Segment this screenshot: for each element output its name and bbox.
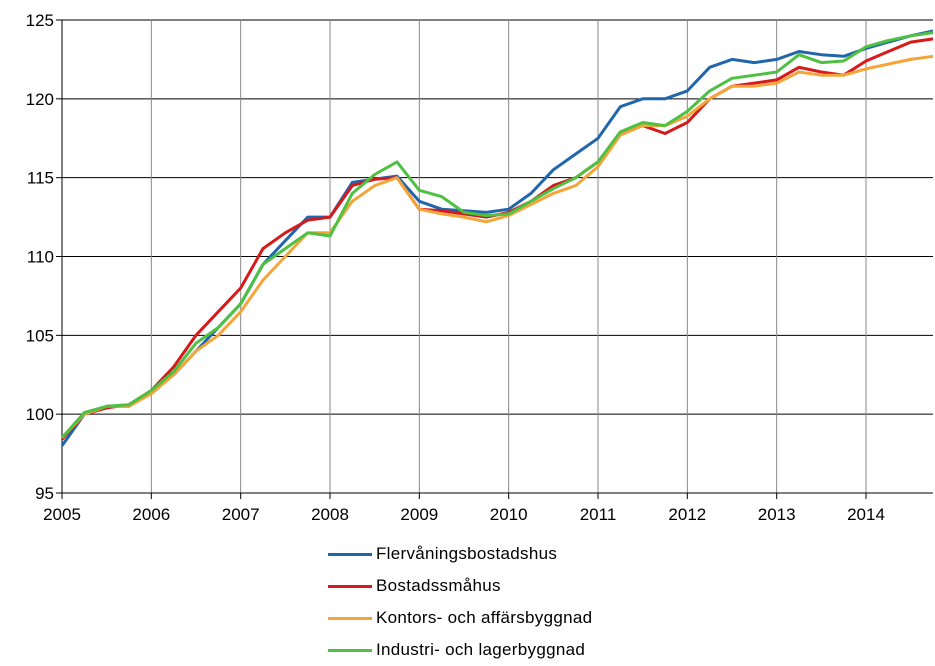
legend-swatch	[328, 648, 372, 652]
series-line-3	[60, 54, 934, 439]
series-line-1	[60, 29, 934, 447]
y-tick-label: 95	[35, 484, 54, 503]
x-tick-label: 2007	[222, 505, 260, 524]
legend-item-bostadssmahus: Bostadssmåhus	[328, 570, 592, 602]
y-tick-label: 105	[26, 326, 54, 345]
x-tick-label: 2008	[311, 505, 349, 524]
legend-label: Flervåningsbostadshus	[376, 544, 558, 563]
legend-item-flervaningsbostadshus: Flervåningsbostadshus	[328, 538, 592, 570]
y-tick-label: 125	[26, 11, 54, 30]
y-tick-label: 110	[27, 248, 54, 267]
x-tick-label: 2006	[132, 505, 170, 524]
series-lines	[60, 29, 934, 447]
legend-label: Industri- och lagerbyggnad	[376, 640, 586, 659]
x-tick-label: 2014	[847, 505, 885, 524]
grid-lines	[62, 19, 933, 493]
y-tick-label: 115	[27, 169, 54, 188]
x-tick-label: 2005	[43, 505, 81, 524]
tick-labels: 95 100 105 110 115 120 125 2005 2006 2007 2008 2009…	[26, 11, 885, 524]
series-line-4	[60, 31, 934, 439]
legend-item-kontors-och-affarsbyggnad: Kontors- och affärsbyggnad	[328, 602, 592, 634]
x-tick-label: 2010	[490, 505, 528, 524]
legend-swatch	[328, 616, 372, 620]
y-tick-label: 120	[26, 90, 54, 109]
x-tick-label: 2009	[400, 505, 438, 524]
legend-swatch	[328, 584, 372, 588]
y-tick-label: 100	[26, 405, 54, 424]
legend: Flervåningsbostadshus Bostadssmåhus Kont…	[328, 538, 592, 666]
legend-swatch	[328, 552, 372, 556]
axes	[56, 19, 933, 499]
x-tick-label: 2012	[668, 505, 706, 524]
legend-label: Kontors- och affärsbyggnad	[376, 608, 593, 627]
x-tick-label: 2011	[580, 505, 617, 524]
legend-item-industri-och-lagerbyggnad: Industri- och lagerbyggnad	[328, 634, 592, 666]
x-tick-label: 2013	[758, 505, 796, 524]
legend-label: Bostadssmåhus	[376, 576, 501, 595]
line-chart: 95 100 105 110 115 120 125 2005 2006 2007 2008 2009…	[26, 11, 934, 524]
